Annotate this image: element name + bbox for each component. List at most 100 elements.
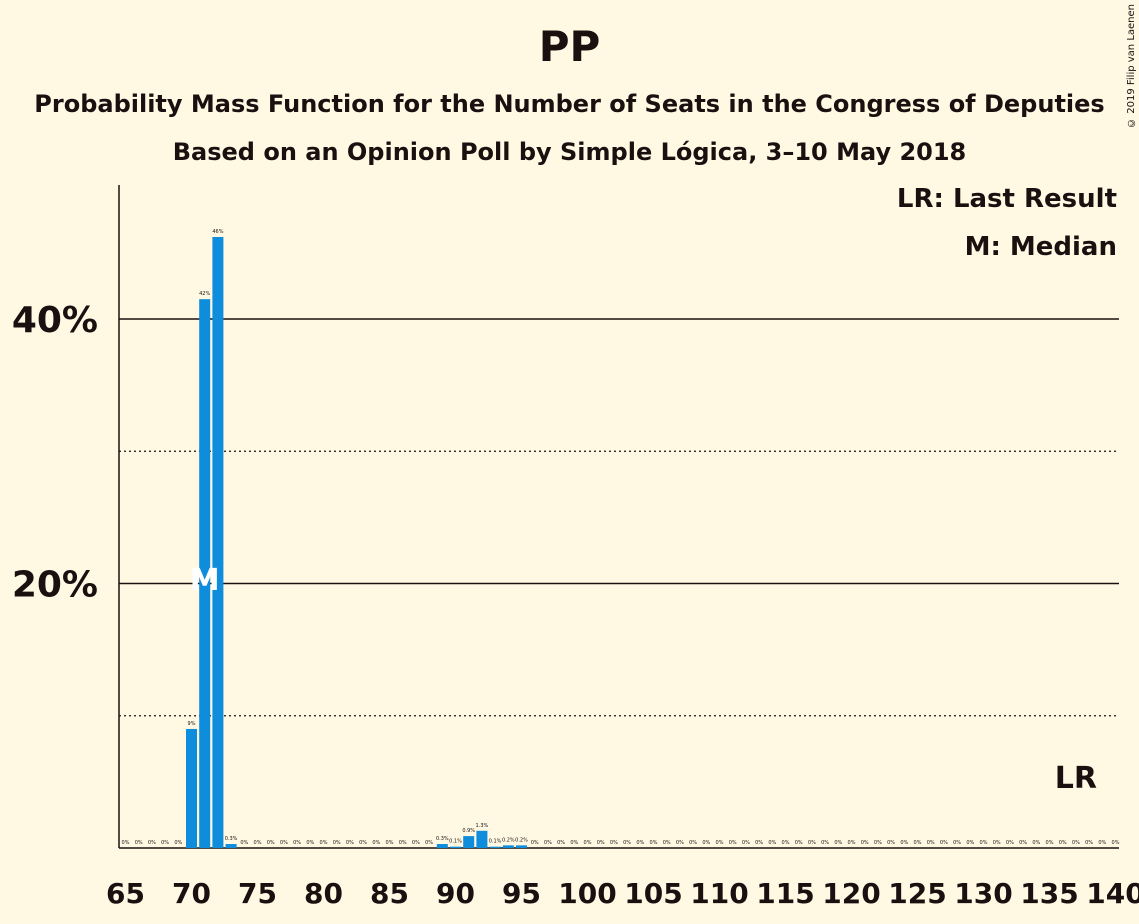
bar-value-label: 0% — [148, 840, 156, 846]
bar — [463, 836, 475, 848]
bar — [516, 845, 527, 848]
bar-value-label: 0% — [623, 840, 631, 846]
x-tick-label: 135 — [1020, 877, 1078, 910]
x-tick-label: 75 — [238, 877, 277, 910]
bar — [436, 844, 448, 848]
x-tick-label: 110 — [690, 877, 748, 910]
x-tick-label: 80 — [304, 877, 343, 910]
bar-value-label: 0% — [584, 840, 592, 846]
bar-value-label: 0% — [834, 840, 842, 846]
bar — [186, 728, 197, 848]
bar-value-label: 0% — [544, 840, 552, 846]
bar-value-label: 0% — [1085, 840, 1093, 846]
bar-value-label: 0% — [1006, 840, 1014, 846]
bar-value-label: 0% — [808, 840, 816, 846]
bar-value-label: 0% — [570, 840, 578, 846]
bar-value-label: 0% — [597, 840, 605, 846]
bar-value-label: 0% — [782, 840, 790, 846]
bar-value-label: 0% — [676, 840, 684, 846]
bar-value-label: 0.2% — [515, 837, 528, 843]
chart-title: PP — [538, 22, 601, 71]
bar-value-label: 0% — [689, 840, 697, 846]
bar-value-label: 0% — [293, 840, 301, 846]
x-tick-label: 130 — [954, 877, 1012, 910]
x-tick-label: 95 — [502, 877, 541, 910]
bar-value-label: 0.3% — [436, 836, 449, 842]
bar-value-label: 0% — [372, 840, 380, 846]
bar — [476, 830, 488, 848]
bar-value-label: 0% — [993, 840, 1001, 846]
bar-value-label: 1.3% — [476, 823, 489, 829]
legend-last-result: LR: Last Result — [896, 184, 1117, 214]
chart-subtitle: Probability Mass Function for the Number… — [34, 90, 1105, 118]
bar-value-label: 0% — [1072, 840, 1080, 846]
x-tick-label: 105 — [624, 877, 682, 910]
bar-value-label: 0% — [174, 840, 182, 846]
x-tick-label: 65 — [106, 877, 145, 910]
median-marker: M — [190, 563, 220, 598]
bar-value-label: 0% — [412, 840, 420, 846]
bar-value-label: 0% — [900, 840, 908, 846]
bar-value-label: 0% — [914, 840, 922, 846]
bar-value-label: 0% — [557, 840, 565, 846]
y-tick-label: 20% — [12, 565, 98, 606]
bar-value-label: 0% — [887, 840, 895, 846]
bar-value-label: 0% — [320, 840, 328, 846]
chart-source: Based on an Opinion Poll by Simple Lógic… — [172, 138, 967, 166]
bar-value-label: 0% — [531, 840, 539, 846]
bar-value-label: 0.9% — [462, 828, 475, 834]
bar-value-label: 0% — [663, 840, 671, 846]
x-tick-label: 115 — [756, 877, 814, 910]
bar-value-label: 0% — [267, 840, 275, 846]
bar-value-label: 0% — [650, 840, 658, 846]
bar-value-label: 0% — [702, 840, 710, 846]
bar-value-label: 0% — [610, 840, 618, 846]
bar-value-label: 0% — [386, 840, 394, 846]
bar — [199, 299, 211, 849]
bar — [212, 237, 224, 848]
bar-value-label: 0% — [359, 840, 367, 846]
bar-value-label: 0% — [254, 840, 262, 846]
x-tick-label: 90 — [436, 877, 475, 910]
bar-value-label: 0% — [1046, 840, 1054, 846]
x-tick-label: 70 — [172, 877, 211, 910]
x-tick-label: 120 — [822, 877, 880, 910]
bar-value-label: 0.1% — [449, 839, 462, 845]
bar-value-label: 42% — [199, 291, 210, 297]
bar-value-label: 0% — [742, 840, 750, 846]
bar-value-label: 0% — [795, 840, 803, 846]
bar-value-label: 9% — [188, 721, 196, 727]
bar-value-label: 0% — [940, 840, 948, 846]
bar-value-label: 0% — [953, 840, 961, 846]
bar-value-label: 0% — [240, 840, 248, 846]
bar-value-label: 0% — [122, 840, 130, 846]
bar-value-label: 0% — [280, 840, 288, 846]
bar-value-label: 0.1% — [489, 839, 502, 845]
bar-value-label: 0% — [927, 840, 935, 846]
bar-value-label: 0% — [861, 840, 869, 846]
bar-value-label: 0% — [716, 840, 724, 846]
bar — [225, 844, 237, 848]
bar-value-label: 0% — [333, 840, 341, 846]
bar-value-label: 0% — [980, 840, 988, 846]
bar-value-label: 0% — [966, 840, 974, 846]
bar-value-label: 0% — [399, 840, 407, 846]
bar-value-label: 0% — [848, 840, 856, 846]
bar — [450, 846, 461, 848]
bar-value-label: 0% — [1098, 840, 1106, 846]
x-tick-label: 100 — [558, 877, 616, 910]
bar-value-label: 0% — [1112, 840, 1120, 846]
bar-value-label: 0.2% — [502, 837, 515, 843]
x-tick-label: 125 — [888, 877, 946, 910]
bar-value-label: 0% — [161, 840, 169, 846]
bar-value-label: 0% — [821, 840, 829, 846]
bar-value-label: 0% — [346, 840, 354, 846]
legend-median: M: Median — [964, 232, 1117, 262]
last-result-marker: LR — [1055, 761, 1097, 796]
x-tick-label: 85 — [370, 877, 409, 910]
bar-value-label: 0% — [306, 840, 314, 846]
bar-value-label: 0% — [636, 840, 644, 846]
bar-value-label: 0% — [425, 840, 433, 846]
bar-value-label: 0% — [135, 840, 143, 846]
